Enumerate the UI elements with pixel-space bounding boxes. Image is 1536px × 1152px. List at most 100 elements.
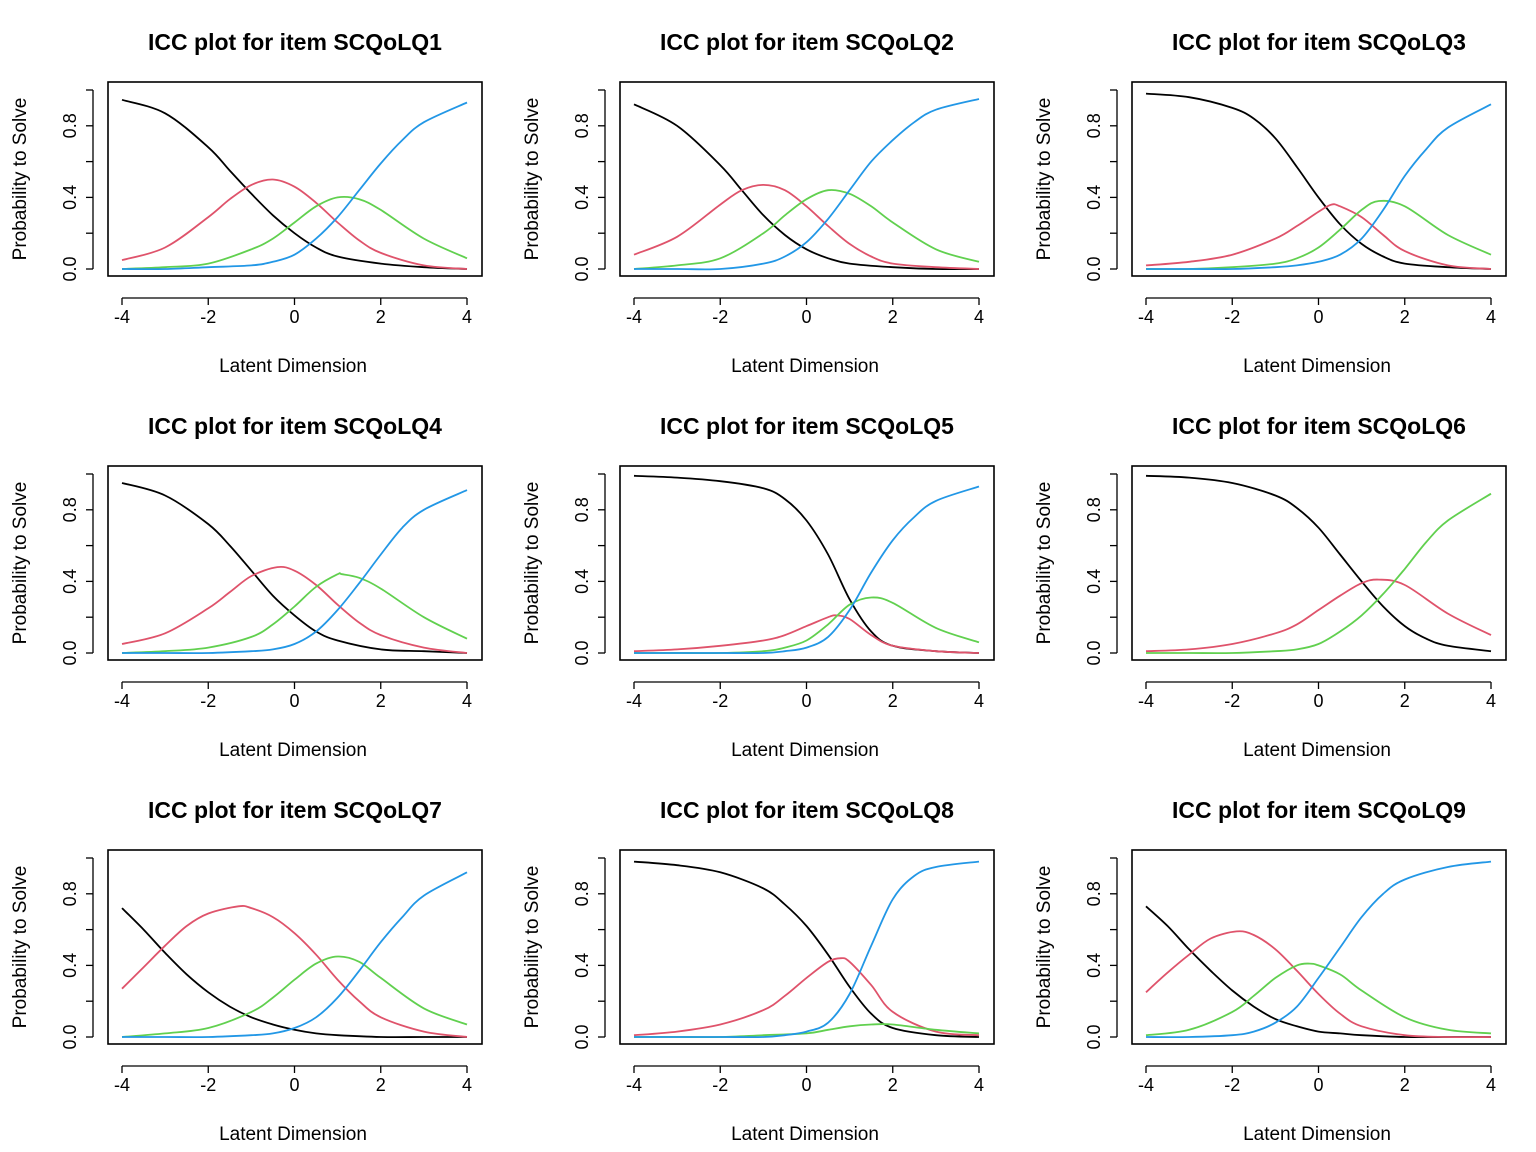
x-axis-label: Latent Dimension [1243, 740, 1391, 761]
x-axis-label: Latent Dimension [219, 740, 367, 761]
y-tick-label: 0.4 [1084, 569, 1104, 594]
y-tick-label: 0.4 [60, 569, 80, 594]
x-tick-label: 4 [462, 1075, 472, 1095]
y-axis-label: Probability to Solve [522, 482, 543, 645]
icc-curve-category-2 [633, 614, 980, 654]
x-tick-label: -2 [712, 307, 728, 327]
x-tick-label: 0 [801, 1075, 811, 1095]
x-tick-label: 0 [289, 307, 299, 327]
icc-curve-category-3 [1146, 492, 1492, 655]
x-tick-label: 2 [376, 1075, 386, 1095]
x-axis-label: Latent Dimension [219, 356, 367, 377]
plot-frame [107, 81, 483, 277]
y-axis-label: Probability to Solve [1034, 98, 1055, 261]
y-tick-label: 0.4 [572, 569, 592, 594]
y-tick-label: 0.8 [60, 881, 80, 906]
x-tick-label: -4 [1138, 307, 1154, 327]
icc-curve-category-3 [121, 955, 468, 1038]
x-tick-label: 2 [1400, 1075, 1410, 1095]
x-tick-label: 4 [1486, 1075, 1496, 1095]
x-tick-label: 0 [289, 1075, 299, 1095]
icc-curve-category-1 [121, 907, 467, 1039]
chart-title: ICC plot for item SCQoLQ5 [660, 413, 954, 439]
icc-curve-category-4 [633, 860, 980, 1039]
icc-panel-3: ICC plot for item SCQoLQ3 -4 -2 0 2 4 Latent D… [1034, 29, 1507, 377]
x-tick-label: -4 [114, 1075, 130, 1095]
x-tick-label: 2 [1400, 307, 1410, 327]
icc-curve-category-2 [1145, 203, 1492, 270]
plot-frame [1131, 81, 1507, 277]
icc-panel-8: ICC plot for item SCQoLQ8 -4 -2 0 2 4 Latent D… [522, 797, 995, 1145]
x-tick-label: -2 [200, 691, 216, 711]
icc-curve-category-2 [121, 565, 468, 654]
icc-curve-category-4 [121, 101, 468, 271]
x-tick-label: -4 [626, 691, 642, 711]
icc-panel-4: ICC plot for item SCQoLQ4 -4 -2 0 2 4 Latent D… [10, 413, 483, 761]
plot-frame [1131, 849, 1507, 1045]
icc-curve-category-1 [633, 103, 980, 271]
chart-title: ICC plot for item SCQoLQ1 [148, 29, 442, 55]
icc-curve-category-3 [1145, 962, 1492, 1037]
y-tick-label: 0.0 [60, 1024, 80, 1049]
x-tick-label: -2 [712, 1075, 728, 1095]
y-tick-label: 0.4 [1084, 185, 1104, 210]
x-tick-label: -4 [1138, 1075, 1154, 1095]
x-tick-label: 0 [289, 691, 299, 711]
x-tick-label: -2 [1224, 307, 1240, 327]
x-tick-label: 2 [1400, 691, 1410, 711]
x-tick-label: 0 [1313, 1075, 1323, 1095]
y-tick-label: 0.4 [1084, 953, 1104, 978]
plot-frame [1131, 465, 1507, 661]
y-tick-label: 0.4 [572, 185, 592, 210]
x-tick-label: 4 [462, 307, 472, 327]
x-tick-label: 2 [888, 1075, 898, 1095]
y-tick-label: 0.8 [572, 497, 592, 522]
icc-curve-category-4 [122, 489, 468, 655]
icc-curve-category-2 [121, 905, 468, 1038]
icc-curve-category-4 [634, 98, 980, 271]
x-tick-label: 2 [376, 307, 386, 327]
x-tick-label: 0 [801, 307, 811, 327]
y-tick-label: 0.8 [60, 113, 80, 138]
y-tick-label: 0.4 [60, 953, 80, 978]
y-axis-label: Probability to Solve [522, 98, 543, 261]
chart-title: ICC plot for item SCQoLQ6 [1172, 413, 1466, 439]
y-axis-label: Probability to Solve [1034, 482, 1055, 645]
x-tick-label: -2 [200, 307, 216, 327]
chart-title: ICC plot for item SCQoLQ7 [148, 797, 442, 823]
icc-curve-category-2 [121, 178, 468, 270]
icc-panel-5: ICC plot for item SCQoLQ5 -4 -2 0 2 4 Latent D… [522, 413, 995, 761]
icc-panel-9: ICC plot for item SCQoLQ9 -4 -2 0 2 4 Latent D… [1034, 797, 1507, 1145]
y-tick-label: 0.8 [572, 881, 592, 906]
icc-curve-category-3 [121, 195, 468, 270]
y-tick-label: 0.4 [572, 953, 592, 978]
plot-frame [619, 81, 995, 277]
icc-curve-category-2 [633, 957, 980, 1037]
x-tick-label: -4 [626, 307, 642, 327]
chart-title: ICC plot for item SCQoLQ9 [1172, 797, 1466, 823]
x-tick-label: 2 [888, 691, 898, 711]
y-tick-label: 0.8 [60, 497, 80, 522]
plot-frame [619, 849, 995, 1045]
icc-curve-category-3 [121, 572, 468, 654]
x-tick-label: -2 [1224, 1075, 1240, 1095]
y-tick-label: 0.8 [572, 113, 592, 138]
x-tick-label: 0 [1313, 691, 1323, 711]
icc-curve-category-1 [121, 482, 468, 654]
plot-frame [619, 465, 995, 661]
y-tick-label: 0.8 [1084, 113, 1104, 138]
icc-curve-category-1 [633, 860, 980, 1038]
icc-curve-category-3 [633, 189, 980, 270]
x-tick-label: -4 [114, 307, 130, 327]
y-axis-label: Probability to Solve [10, 482, 31, 645]
icc-curve-category-4 [1146, 103, 1492, 271]
x-tick-label: 0 [1313, 307, 1323, 327]
x-axis-label: Latent Dimension [219, 1124, 367, 1145]
y-tick-label: 0.0 [572, 640, 592, 665]
x-tick-label: -2 [712, 691, 728, 711]
y-tick-label: 0.4 [60, 185, 80, 210]
x-tick-label: 4 [974, 1075, 984, 1095]
y-tick-label: 0.0 [1084, 640, 1104, 665]
x-axis-label: Latent Dimension [1243, 1124, 1391, 1145]
